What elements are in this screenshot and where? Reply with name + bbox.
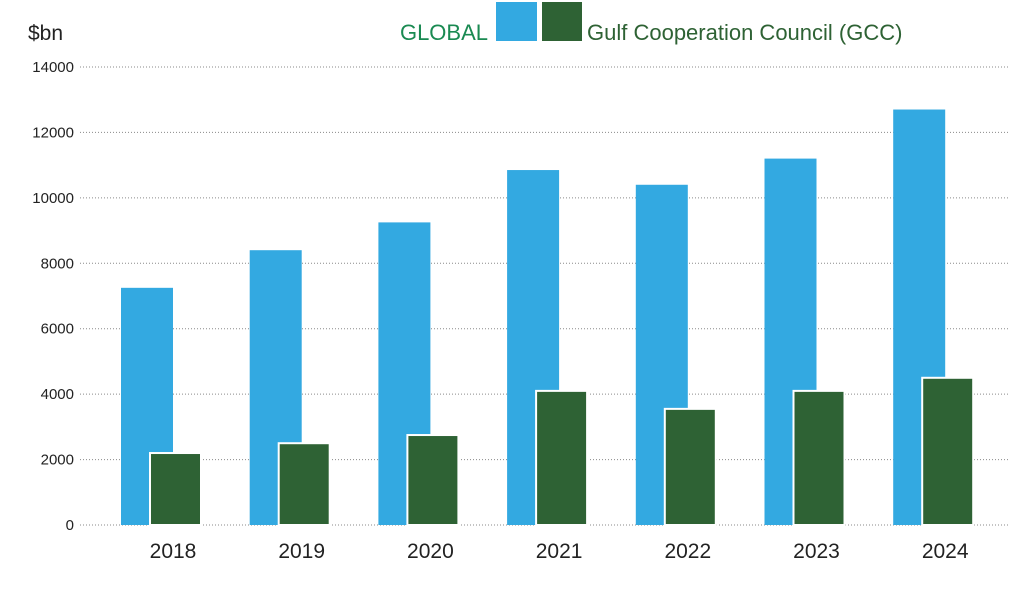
x-axis-ticks: 2018 2019 2020 2021 2022 2023 2024 <box>150 540 969 563</box>
x-tick-label: 2021 <box>536 540 583 563</box>
bars <box>121 109 975 527</box>
bar-gcc-2019 <box>277 442 331 527</box>
bar-gcc-2022 <box>663 407 717 526</box>
bar-gcc-2020 <box>406 434 460 526</box>
bar-gcc-2018 <box>149 452 202 526</box>
x-tick-label: 2019 <box>278 540 325 563</box>
bar-gcc-2024 <box>921 376 975 526</box>
bar-gcc-2021 <box>535 389 589 526</box>
y-tick-label: 14000 <box>32 59 74 76</box>
y-tick-label: 2000 <box>41 452 74 469</box>
x-tick-label: 2020 <box>407 540 454 563</box>
y-tick-label: 6000 <box>41 321 74 338</box>
legend: GLOBAL Gulf Cooperation Council (GCC) <box>400 2 902 45</box>
x-tick-label: 2023 <box>793 540 840 563</box>
x-tick-label: 2022 <box>664 540 711 563</box>
x-tick-label: 2024 <box>922 540 969 563</box>
legend-label-gcc: Gulf Cooperation Council (GCC) <box>587 20 902 45</box>
y-tick-label: 0 <box>66 517 74 534</box>
y-tick-label: 10000 <box>32 190 74 207</box>
x-tick-label: 2018 <box>150 540 197 563</box>
bar-gcc-2023 <box>792 389 846 526</box>
legend-swatch-gcc <box>542 2 582 41</box>
legend-label-global: GLOBAL <box>400 20 488 45</box>
legend-swatch-global <box>496 2 537 41</box>
y-tick-label: 12000 <box>32 124 74 141</box>
y-tick-label: 8000 <box>41 255 74 272</box>
y-axis-ticks: 0 2000 4000 6000 8000 10000 12000 14000 <box>32 59 74 534</box>
y-tick-label: 4000 <box>41 386 74 403</box>
y-axis-label: $bn <box>28 22 63 45</box>
